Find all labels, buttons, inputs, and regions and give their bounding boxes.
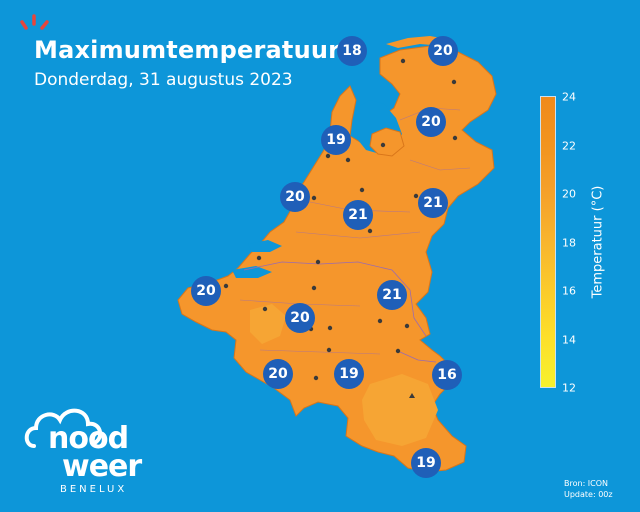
- source-model: Bron: ICON: [564, 479, 609, 488]
- ardennes-zone: [362, 374, 438, 446]
- colorbar-tick: 20: [562, 187, 576, 201]
- city-dots: [223, 58, 458, 459]
- summit-marker: [409, 393, 415, 398]
- limburg-zone: [250, 304, 286, 344]
- colorbar-tick: 24: [562, 90, 576, 104]
- temp-badge: 20: [191, 276, 221, 306]
- zeeland-inlet-2: [232, 266, 272, 278]
- map-date: Donderdag, 31 augustus 2023: [34, 70, 293, 90]
- temp-badge: 20: [263, 359, 293, 389]
- colorbar-label: Temperatuur (°C): [590, 185, 606, 299]
- logo-subtext: BENELUX: [60, 484, 128, 495]
- colorbar-tick: 16: [562, 284, 576, 298]
- colorbar-tick: 14: [562, 333, 576, 347]
- map-title: Maximumtemperatuur: [34, 36, 341, 64]
- temp-badge: 20: [428, 36, 458, 66]
- colorbar-tick: 12: [562, 381, 576, 395]
- temp-badge: 20: [285, 303, 315, 333]
- temp-badge: 21: [377, 280, 407, 310]
- noodweer-logo-icon: [24, 408, 103, 448]
- logo-text-weer: weer: [62, 449, 142, 484]
- zeeland-inlet-1: [248, 240, 282, 252]
- temp-badge: 20: [280, 182, 310, 212]
- source-update: Update: 00z: [564, 490, 613, 499]
- source-note: Bron: ICON Update: 00z: [564, 478, 613, 500]
- sun-rays-icon: [20, 14, 49, 30]
- temperature-colorbar: [540, 96, 556, 388]
- temp-badge: 19: [334, 359, 364, 389]
- border-nl-be: [243, 261, 427, 337]
- temp-badge: 21: [418, 188, 448, 218]
- temp-badge: 18: [337, 36, 367, 66]
- land-mass: [177, 45, 497, 473]
- temp-badge: 20: [416, 107, 446, 137]
- colorbar-tick: 22: [562, 139, 576, 153]
- colorbar-tick: 18: [562, 236, 576, 250]
- temp-badge: 16: [432, 360, 462, 390]
- temp-badge: 19: [411, 448, 441, 478]
- logo-text-nood: nood: [48, 421, 129, 456]
- border-be-lu: [399, 351, 437, 363]
- temp-badge: 21: [343, 200, 373, 230]
- temp-badge: 19: [321, 125, 351, 155]
- flevoland: [369, 127, 405, 157]
